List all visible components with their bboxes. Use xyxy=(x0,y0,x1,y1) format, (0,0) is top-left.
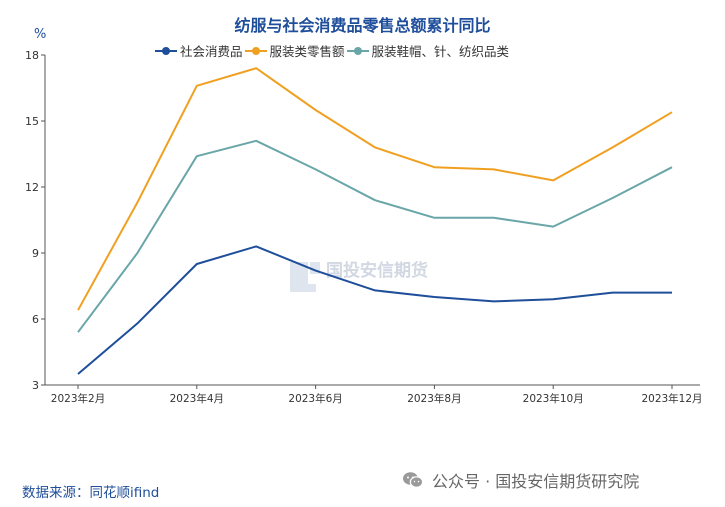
legend-marker-apparel xyxy=(244,45,267,57)
legend-marker-textiles xyxy=(346,45,369,57)
data-source: 数据来源：同花顺ifind xyxy=(22,485,160,501)
series-layer xyxy=(77,67,673,375)
x-tick-label: 2023年12月 xyxy=(641,392,702,405)
x-tick-label: 2023年4月 xyxy=(170,392,224,405)
watermark-text: 国投安信期货 xyxy=(326,260,428,281)
y-axis-unit: % xyxy=(34,27,47,42)
x-tick-label: 2023年6月 xyxy=(288,392,342,405)
x-tick-label: 2023年10月 xyxy=(523,392,584,405)
axes: 3 6 9 12 15 18 2023年2月 2023年4月 2023年6月 2023年8月 202… xyxy=(25,49,703,405)
legend-item-textiles: 服装鞋帽、针、纺织品类 xyxy=(346,41,510,60)
series-line-1 xyxy=(77,67,673,311)
legend: 社会消费品 服装类零售额 服装鞋帽、针、纺织品类 xyxy=(155,41,511,60)
x-tick-label: 2023年2月 xyxy=(51,392,105,405)
legend-item-retail: 社会消费品 xyxy=(155,41,243,60)
y-tick-label: 12 xyxy=(25,181,39,194)
legend-marker-retail xyxy=(155,45,177,57)
center-watermark: 国投安信期货 xyxy=(290,260,428,292)
account-name: 公众号 · 国投安信期货研究院 xyxy=(432,472,640,491)
legend-item-apparel: 服装类零售额 xyxy=(244,41,345,60)
y-tick-label: 3 xyxy=(32,379,39,392)
y-tick-label: 6 xyxy=(32,313,39,326)
series-line-0 xyxy=(77,245,672,375)
legend-label-apparel: 服装类零售额 xyxy=(269,44,345,59)
legend-label-textiles: 服装鞋帽、针、纺织品类 xyxy=(371,44,510,59)
wechat-icon xyxy=(403,472,424,488)
account-watermark: 公众号 · 国投安信期货研究院 xyxy=(402,468,639,492)
legend-label-retail: 社会消费品 xyxy=(180,44,243,59)
y-tick-label: 15 xyxy=(25,115,39,128)
series-line-2 xyxy=(77,139,673,333)
y-tick-label: 9 xyxy=(32,247,39,260)
chart-title: 纺服与社会消费品零售总额累计同比 xyxy=(234,16,491,35)
x-tick-label: 2023年8月 xyxy=(407,392,461,405)
y-tick-label: 18 xyxy=(25,49,39,62)
